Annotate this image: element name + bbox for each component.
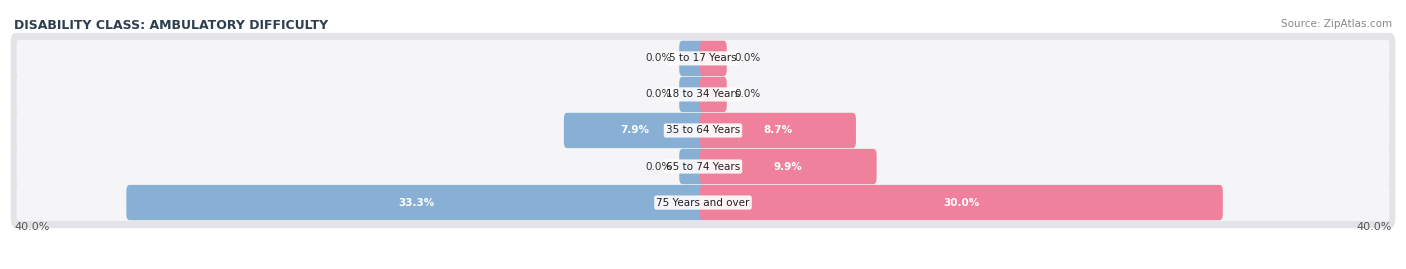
Text: 8.7%: 8.7% — [763, 125, 793, 136]
FancyBboxPatch shape — [17, 39, 1389, 77]
Text: 0.0%: 0.0% — [734, 53, 761, 63]
FancyBboxPatch shape — [127, 185, 706, 220]
FancyBboxPatch shape — [679, 41, 706, 76]
FancyBboxPatch shape — [679, 77, 706, 112]
Text: 65 to 74 Years: 65 to 74 Years — [666, 161, 740, 172]
FancyBboxPatch shape — [679, 149, 706, 184]
FancyBboxPatch shape — [700, 41, 727, 76]
FancyBboxPatch shape — [11, 33, 1395, 84]
FancyBboxPatch shape — [17, 75, 1389, 114]
FancyBboxPatch shape — [700, 77, 727, 112]
Text: 33.3%: 33.3% — [398, 197, 434, 208]
FancyBboxPatch shape — [17, 183, 1389, 222]
FancyBboxPatch shape — [11, 105, 1395, 156]
Text: 0.0%: 0.0% — [645, 161, 672, 172]
FancyBboxPatch shape — [17, 147, 1389, 186]
FancyBboxPatch shape — [11, 141, 1395, 192]
FancyBboxPatch shape — [700, 113, 856, 148]
FancyBboxPatch shape — [700, 185, 1223, 220]
Text: 75 Years and over: 75 Years and over — [657, 197, 749, 208]
Text: 0.0%: 0.0% — [734, 89, 761, 100]
Text: 18 to 34 Years: 18 to 34 Years — [666, 89, 740, 100]
Text: 0.0%: 0.0% — [645, 89, 672, 100]
FancyBboxPatch shape — [11, 177, 1395, 228]
Text: 0.0%: 0.0% — [645, 53, 672, 63]
Text: Source: ZipAtlas.com: Source: ZipAtlas.com — [1281, 19, 1392, 29]
FancyBboxPatch shape — [564, 113, 706, 148]
Text: 9.9%: 9.9% — [773, 161, 803, 172]
Text: 5 to 17 Years: 5 to 17 Years — [669, 53, 737, 63]
FancyBboxPatch shape — [17, 111, 1389, 150]
Text: 7.9%: 7.9% — [620, 125, 650, 136]
FancyBboxPatch shape — [700, 149, 876, 184]
Text: 35 to 64 Years: 35 to 64 Years — [666, 125, 740, 136]
Text: DISABILITY CLASS: AMBULATORY DIFFICULTY: DISABILITY CLASS: AMBULATORY DIFFICULTY — [14, 19, 328, 32]
Text: 40.0%: 40.0% — [1357, 222, 1392, 232]
FancyBboxPatch shape — [11, 69, 1395, 120]
Text: 30.0%: 30.0% — [943, 197, 980, 208]
Text: 40.0%: 40.0% — [14, 222, 49, 232]
